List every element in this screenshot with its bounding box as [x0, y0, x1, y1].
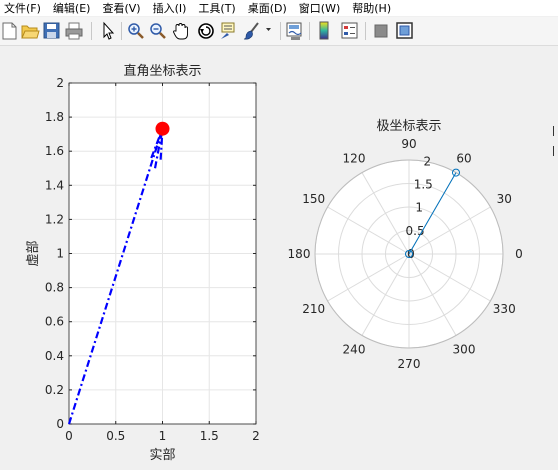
theta-tick-label: 240 — [343, 342, 366, 356]
pointer-icon[interactable] — [103, 21, 115, 40]
polar-r-labels: 0 0.5 1 1.5 2 — [406, 154, 433, 261]
brush-dropdown-icon[interactable] — [266, 28, 271, 31]
theta-gridline — [327, 253, 410, 302]
theta-gridline — [361, 172, 410, 255]
menu-item[interactable]: 工具(T) — [198, 2, 236, 15]
cartesian-ylabel: 虚部 — [26, 240, 41, 266]
polar-title: 极坐标表示 — [376, 119, 441, 134]
x-tick-label: 1 — [159, 429, 167, 443]
r-tick-label: 0.5 — [406, 224, 425, 238]
r-tick-label: 2 — [424, 154, 432, 168]
r-tick-label: 0 — [407, 247, 415, 261]
figure-svg: 0 0.5 1 1.5 2 0 0.2 0.4 0.6 0.8 1 1.2 1.4 1.6 1.8 2 直角… — [26, 64, 554, 463]
theta-tick-label: 210 — [302, 302, 325, 316]
theta-tick-label: 60 — [456, 152, 471, 166]
y-tick-label: 0.8 — [45, 281, 64, 295]
theta-tick-label: 120 — [343, 152, 366, 166]
insert-legend-icon[interactable] — [341, 22, 358, 39]
menu-item[interactable]: 编辑(E) — [52, 2, 91, 15]
theta-gridline — [408, 253, 491, 302]
theta-tick-label: 180 — [288, 247, 311, 261]
menu-item[interactable]: 窗口(W) — [298, 2, 341, 15]
y-tick-label: 0.6 — [45, 315, 64, 329]
zoom-out-icon[interactable] — [150, 23, 166, 39]
theta-tick-label: 330 — [493, 302, 516, 316]
x-tick-label: 0.5 — [106, 429, 125, 443]
new-file-icon[interactable] — [2, 22, 17, 40]
theta-gridline — [327, 206, 410, 255]
polar-line — [408, 172, 457, 255]
link-plot-icon[interactable] — [286, 22, 302, 40]
menu-item[interactable]: 插入(I) — [152, 2, 187, 15]
theta-gridline — [408, 206, 491, 255]
rotate-3d-icon[interactable] — [198, 23, 214, 39]
menu-item[interactable]: 文件(F) — [4, 2, 41, 15]
vector-line — [67, 128, 164, 425]
print-icon[interactable] — [65, 22, 83, 40]
y-tick-label: 2 — [56, 76, 64, 90]
theta-tick-label: 90 — [401, 137, 416, 151]
y-tick-label: 1.4 — [45, 178, 64, 192]
pan-hand-icon[interactable] — [173, 23, 188, 40]
figure-canvas: 0 0.5 1 1.5 2 0 0.2 0.4 0.6 0.8 1 1.2 1.4 1.6 1.8 2 直角… — [0, 46, 558, 470]
polar-marker — [452, 168, 460, 177]
cartesian-plot[interactable]: 0 0.5 1 1.5 2 0 0.2 0.4 0.6 0.8 1 1.2 1.4 1.6 1.8 2 直角… — [26, 64, 260, 463]
theta-tick-label: 300 — [453, 342, 476, 356]
polar-grid — [314, 159, 504, 349]
menu-bar: 文件(F) 编辑(E) 查看(V) 插入(I) 工具(T) 桌面(D) 窗口(W) 帮助(H) — [0, 0, 558, 16]
save-icon[interactable] — [43, 22, 60, 39]
hide-plot-tools-icon[interactable] — [374, 24, 388, 38]
theta-tick-label: 150 — [302, 192, 325, 206]
y-tick-label: 0 — [56, 417, 64, 431]
y-tick-label: 1.2 — [45, 212, 64, 226]
show-plot-tools-icon[interactable] — [396, 22, 413, 39]
r-tick-label: 1 — [415, 201, 423, 215]
theta-gridline — [361, 253, 410, 336]
brush-icon[interactable] — [243, 22, 259, 40]
theta-tick-label: 0 — [515, 247, 523, 261]
x-tick-label: 1.5 — [200, 429, 219, 443]
menu-item[interactable]: 帮助(H) — [352, 2, 392, 15]
theta-tick-label: 30 — [497, 192, 512, 206]
r-tick-label: 1.5 — [414, 178, 433, 192]
cartesian-xlabel: 实部 — [149, 448, 175, 463]
y-tick-label: 1.6 — [45, 144, 64, 158]
cartesian-title: 直角坐标表示 — [123, 64, 201, 79]
y-tick-label: 0.2 — [45, 383, 64, 397]
toolbar-icons — [2, 21, 413, 40]
y-tick-label: 0.4 — [45, 349, 64, 363]
zoom-in-icon[interactable] — [128, 23, 144, 39]
polar-plot[interactable]: 0 30 60 90 120 150 180 210 240 270 300 330 0 0.5 1 1.5… — [288, 119, 523, 371]
theta-tick-label: 270 — [398, 357, 421, 371]
polar-outer-circle — [314, 159, 504, 349]
figure-edge-marks — [553, 126, 554, 156]
cartesian-series — [67, 121, 170, 425]
insert-colorbar-icon[interactable] — [319, 21, 329, 40]
y-tick-label: 1.8 — [45, 110, 64, 124]
y-tick-label: 1 — [56, 247, 64, 261]
data-cursor-icon[interactable] — [221, 22, 235, 39]
open-folder-icon[interactable] — [21, 25, 40, 39]
x-tick-label: 2 — [252, 429, 260, 443]
polar-marker — [405, 250, 413, 258]
toolbar — [0, 17, 558, 46]
cartesian-y-ticks: 0 0.2 0.4 0.6 0.8 1 1.2 1.4 1.6 1.8 2 — [45, 76, 256, 431]
polar-series — [405, 168, 460, 258]
theta-gridline — [408, 253, 457, 336]
x-tick-label: 0 — [65, 429, 73, 443]
menu-item[interactable]: 桌面(D) — [247, 2, 287, 15]
menu-item[interactable]: 查看(V) — [102, 2, 141, 15]
point-marker — [155, 121, 170, 136]
